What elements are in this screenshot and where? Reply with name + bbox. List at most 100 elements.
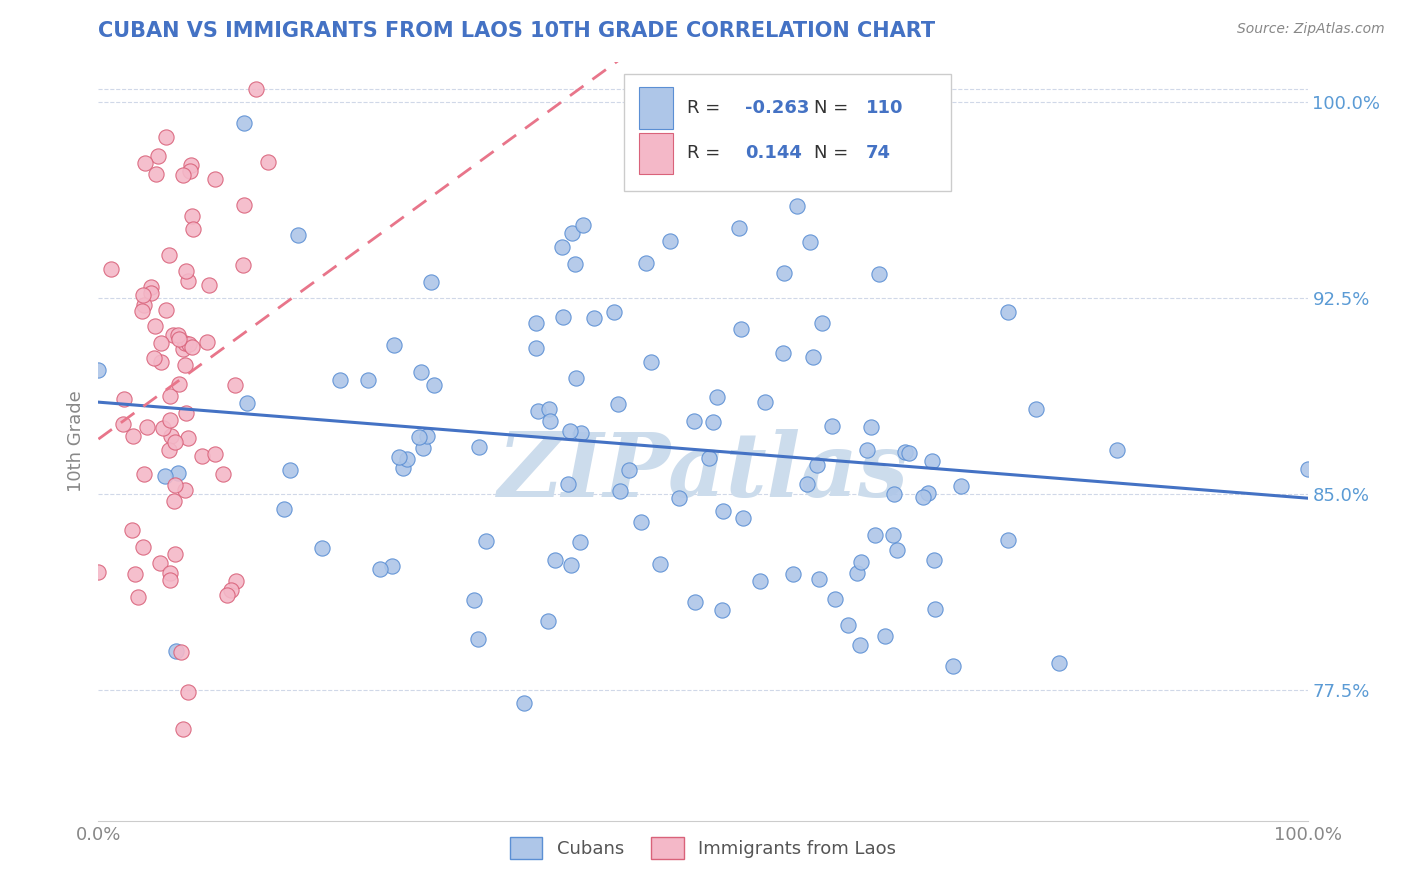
Point xyxy=(132,540,155,554)
Point xyxy=(177,274,200,288)
Point xyxy=(121,523,143,537)
Point xyxy=(172,168,194,182)
Point xyxy=(754,395,776,409)
Bar xyxy=(638,87,673,128)
Point xyxy=(512,696,534,710)
Point xyxy=(180,340,202,354)
Point xyxy=(221,582,243,597)
Point xyxy=(524,316,547,330)
Point xyxy=(163,434,186,449)
Point xyxy=(172,722,194,736)
Point xyxy=(917,485,939,500)
Text: 110: 110 xyxy=(866,99,904,117)
Point xyxy=(557,476,579,491)
Point xyxy=(558,424,581,438)
Point xyxy=(537,401,560,416)
Point xyxy=(212,467,235,481)
FancyBboxPatch shape xyxy=(624,74,950,191)
Point xyxy=(143,319,166,334)
Point xyxy=(630,515,652,529)
Point xyxy=(174,358,197,372)
Point xyxy=(711,504,734,518)
Point xyxy=(169,645,191,659)
Point xyxy=(245,81,267,95)
Point xyxy=(356,374,378,388)
Point xyxy=(569,534,592,549)
Point xyxy=(159,413,181,427)
Text: CUBAN VS IMMIGRANTS FROM LAOS 10TH GRADE CORRELATION CHART: CUBAN VS IMMIGRANTS FROM LAOS 10TH GRADE… xyxy=(98,21,935,41)
Point xyxy=(152,421,174,435)
Point xyxy=(1296,462,1319,476)
Point xyxy=(544,553,567,567)
Point xyxy=(572,218,595,232)
Point xyxy=(882,528,904,542)
Point xyxy=(564,257,586,271)
Point xyxy=(232,198,254,212)
Text: N =: N = xyxy=(814,99,855,117)
Point xyxy=(159,566,181,581)
Point xyxy=(949,479,972,493)
Point xyxy=(886,542,908,557)
Point xyxy=(634,256,657,270)
Point xyxy=(180,158,202,172)
Point xyxy=(124,567,146,582)
Point xyxy=(467,632,489,646)
Point xyxy=(806,458,828,472)
Point xyxy=(145,167,167,181)
Point xyxy=(157,443,180,458)
Point xyxy=(146,148,169,162)
Point xyxy=(463,593,485,607)
Point xyxy=(893,444,915,458)
Point xyxy=(134,155,156,169)
Point xyxy=(668,491,690,506)
Point xyxy=(648,558,671,572)
Point xyxy=(856,442,879,457)
Point xyxy=(163,494,186,508)
Legend: Cubans, Immigrants from Laos: Cubans, Immigrants from Laos xyxy=(503,830,903,866)
Point xyxy=(162,328,184,343)
Point xyxy=(837,618,859,632)
Point xyxy=(157,248,180,262)
Point xyxy=(112,392,135,406)
Point xyxy=(423,377,446,392)
Y-axis label: 10th Grade: 10th Grade xyxy=(66,391,84,492)
Point xyxy=(1025,401,1047,416)
Point xyxy=(997,305,1019,319)
Point xyxy=(860,420,883,434)
Point xyxy=(551,239,574,253)
Point xyxy=(538,414,561,428)
Point xyxy=(560,558,582,573)
Point xyxy=(173,335,195,350)
Point xyxy=(215,588,238,602)
Point xyxy=(683,414,706,428)
Point xyxy=(468,440,491,454)
Point xyxy=(163,478,186,492)
Point xyxy=(121,429,143,443)
Point xyxy=(204,172,226,186)
Point xyxy=(749,574,772,589)
Point xyxy=(796,477,818,491)
Point xyxy=(792,81,814,95)
Point xyxy=(153,469,176,483)
Point xyxy=(883,486,905,500)
Point xyxy=(786,199,808,213)
Point xyxy=(141,280,163,294)
Point xyxy=(640,355,662,369)
Text: R =: R = xyxy=(688,99,727,117)
Bar xyxy=(638,133,673,174)
Point xyxy=(136,420,159,434)
Point xyxy=(166,466,188,480)
Point xyxy=(236,396,259,410)
Point xyxy=(873,629,896,643)
Point xyxy=(311,541,333,555)
Point xyxy=(233,116,256,130)
Point xyxy=(388,450,411,464)
Point xyxy=(143,351,166,366)
Point xyxy=(728,221,751,235)
Point xyxy=(524,342,547,356)
Point xyxy=(87,565,110,579)
Point xyxy=(131,303,153,318)
Point xyxy=(278,463,301,477)
Point xyxy=(782,567,804,582)
Point xyxy=(772,345,794,359)
